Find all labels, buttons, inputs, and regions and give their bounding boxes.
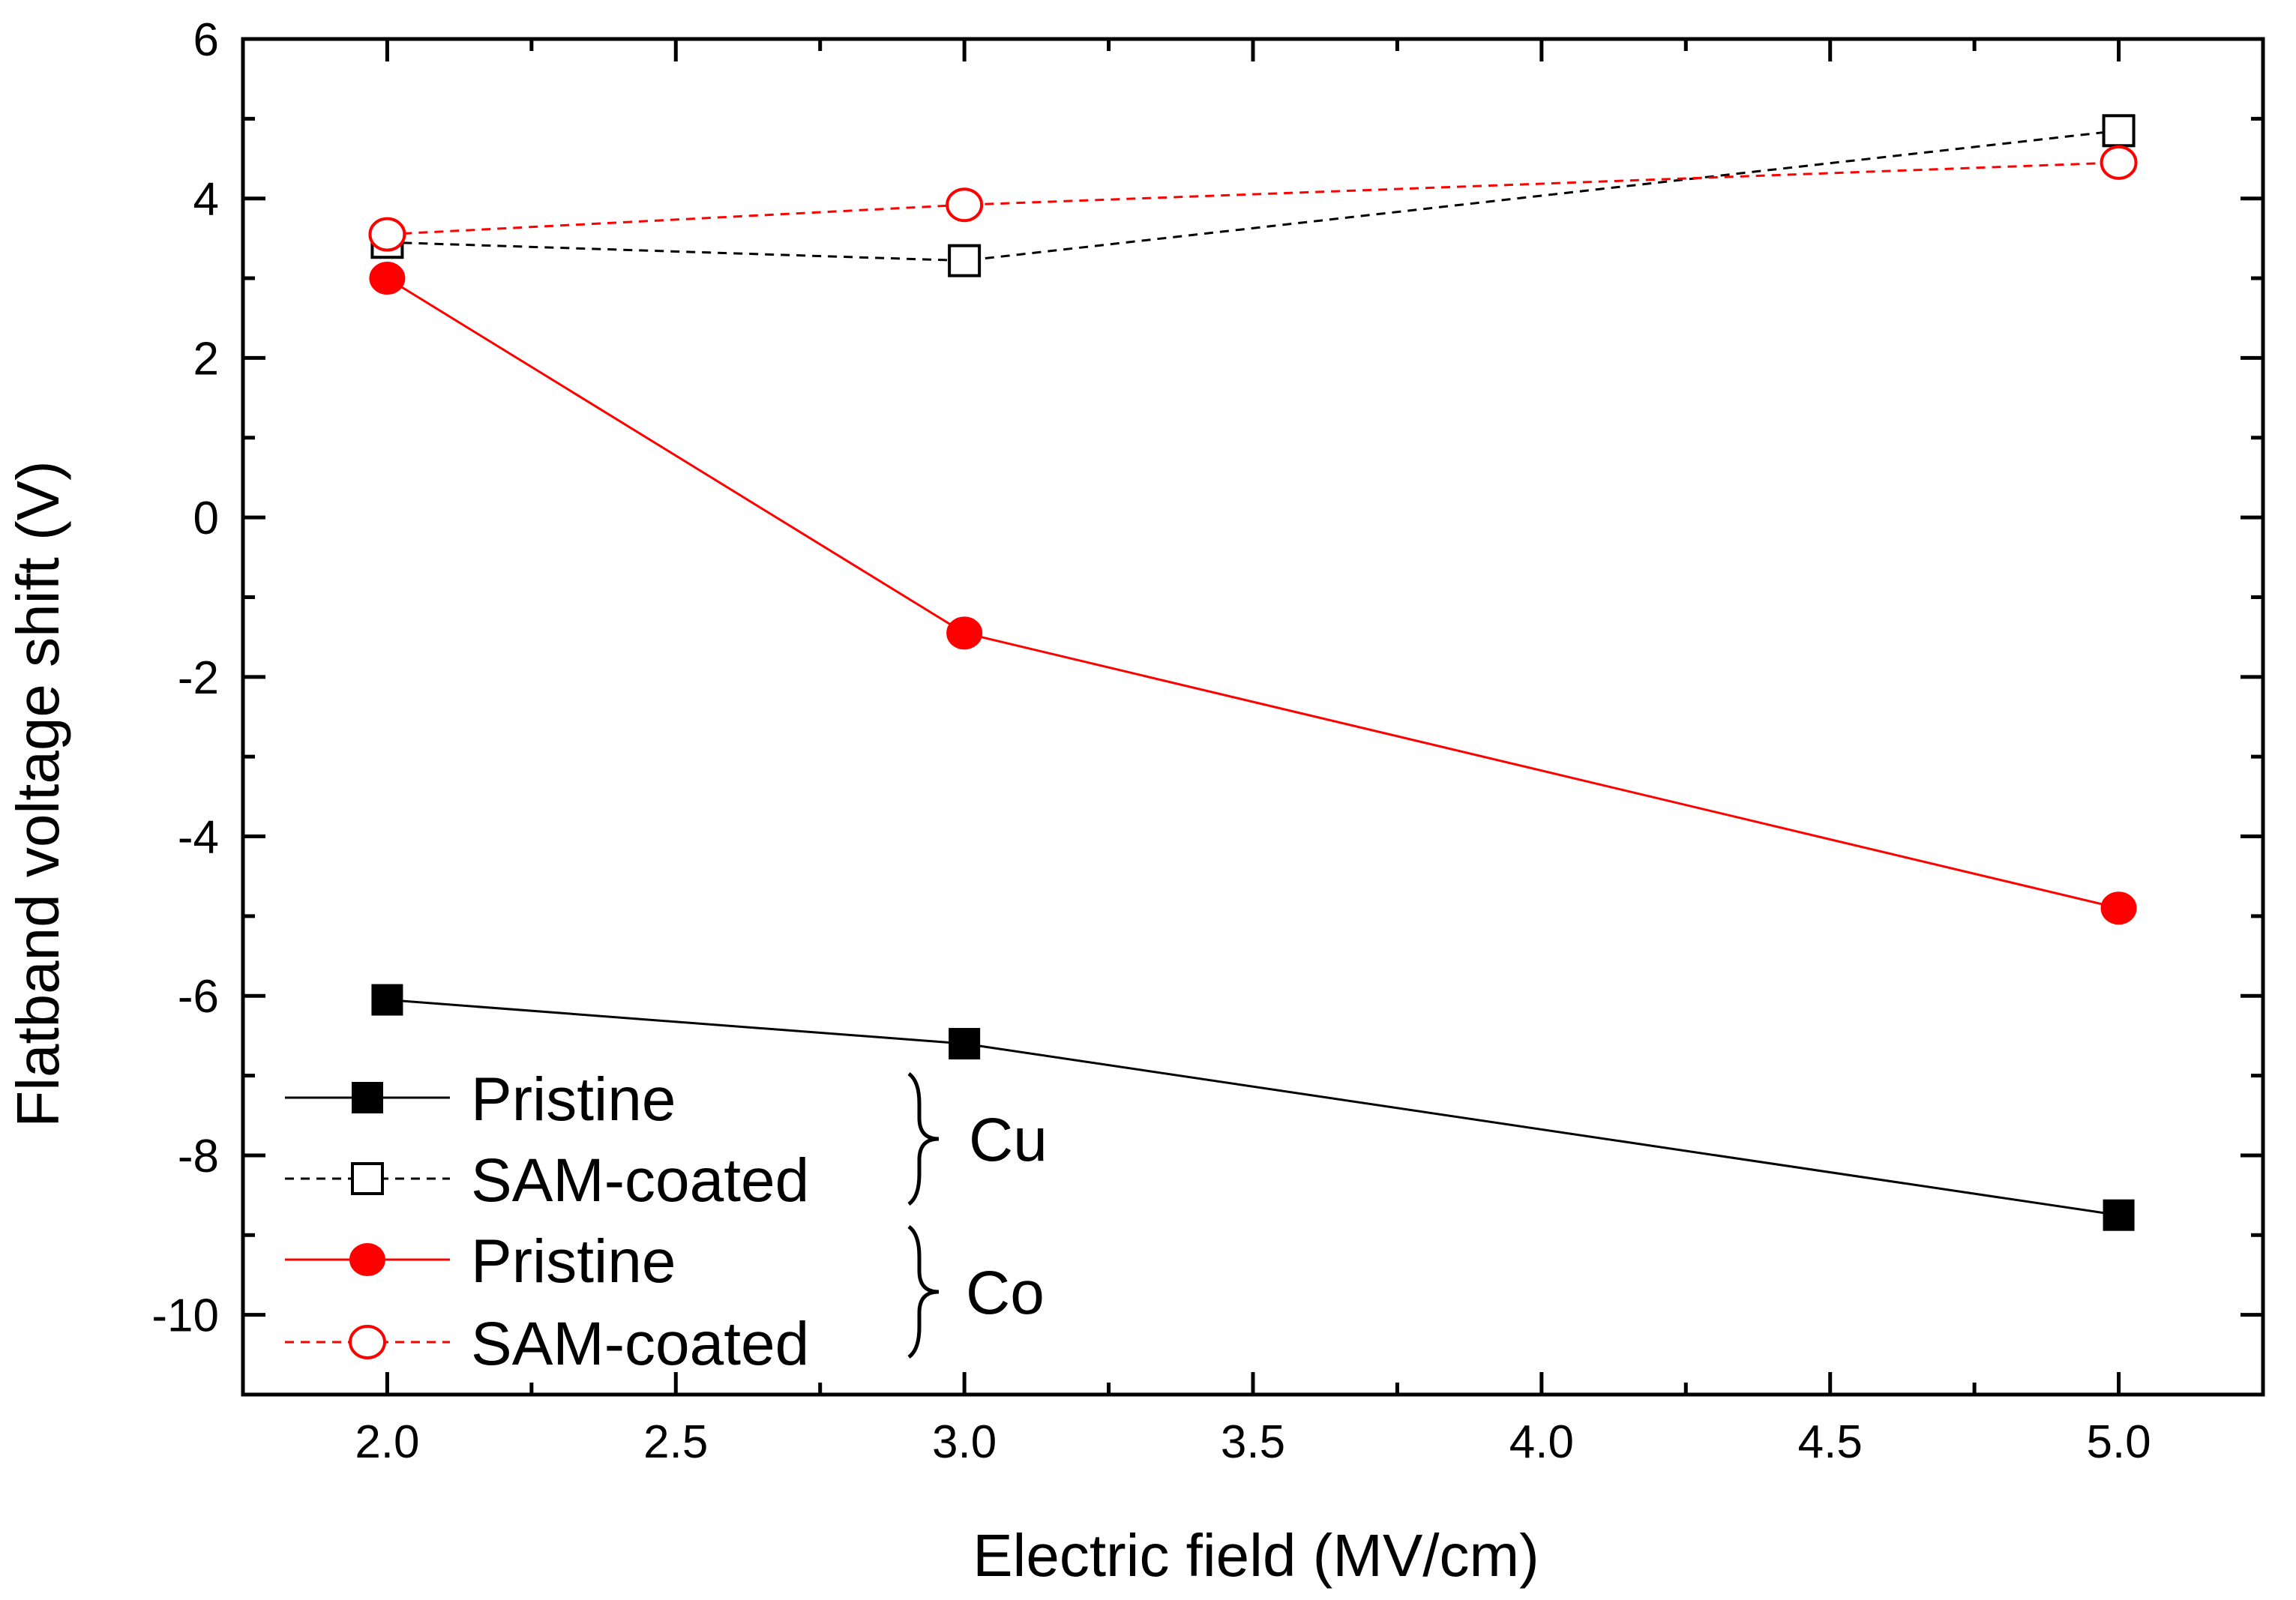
data-point (2102, 114, 2136, 148)
brace-co (907, 1224, 940, 1359)
x-tick-label: 3.5 (1221, 1416, 1285, 1468)
y-tick-label: -4 (178, 812, 219, 864)
legend-entry: Pristine (285, 1065, 676, 1134)
legend-label: SAM-coated (471, 1146, 809, 1215)
y-tick-label: -8 (178, 1131, 219, 1182)
y-tick-label: -6 (178, 971, 219, 1023)
data-point (369, 262, 406, 295)
legend-marker (351, 1162, 384, 1195)
series-co-sam-coated (368, 145, 2138, 252)
legend: Pristine SAM-coated Pristine SAM-coated Cu Co (285, 1065, 1048, 1378)
legend-entry: SAM-coated (285, 1310, 809, 1378)
data-point (2100, 891, 2137, 925)
data-point (946, 187, 984, 223)
legend-marker (352, 1082, 383, 1113)
y-tick-label: 2 (193, 333, 219, 385)
data-point (371, 984, 403, 1016)
data-point (949, 1028, 981, 1060)
x-tick-label: 4.0 (1509, 1416, 1574, 1468)
x-tick-label: 4.5 (1798, 1416, 1863, 1468)
axes: 2.0 2.5 3.0 3.5 4.0 4.5 5.0 -10 -8 -6 -4 -2 0 2 4 6 (151, 14, 2265, 1468)
x-tick-label: 2.5 (643, 1416, 708, 1468)
legend-marker (349, 1243, 385, 1276)
y-tick-label: 6 (193, 14, 219, 66)
legend-label: Pristine (471, 1065, 676, 1134)
y-tick-label: -10 (151, 1290, 219, 1342)
data-point (2103, 1199, 2135, 1231)
series-cu-pristine (371, 984, 2135, 1231)
data-point (368, 217, 406, 252)
brace-cu (907, 1071, 940, 1206)
data-point (946, 616, 983, 650)
data-point (2100, 145, 2138, 180)
group-label-co: Co (966, 1259, 1045, 1327)
x-tick-label: 3.0 (932, 1416, 997, 1468)
series-line (387, 161, 2119, 236)
legend-entry: SAM-coated (285, 1146, 809, 1215)
y-tick-label: 4 (193, 174, 219, 226)
series-line (387, 129, 2119, 262)
legend-label: SAM-coated (471, 1310, 809, 1378)
group-label-cu: Cu (969, 1106, 1048, 1174)
legend-marker (349, 1325, 386, 1359)
y-axis-title: Flatband voltage shift (V) (4, 460, 71, 1127)
x-tick-label: 5.0 (2086, 1416, 2151, 1468)
x-axis-title: Electric field (MV/cm) (973, 1522, 1539, 1589)
y-tick-label: 0 (193, 493, 219, 544)
x-tick-label: 2.0 (355, 1416, 419, 1468)
legend-label: Pristine (471, 1227, 676, 1296)
series-layer (368, 114, 2138, 1231)
series-co-pristine (369, 262, 2137, 925)
legend-entry: Pristine (285, 1227, 676, 1296)
y-tick-label: -2 (178, 652, 219, 704)
data-point (948, 244, 982, 277)
